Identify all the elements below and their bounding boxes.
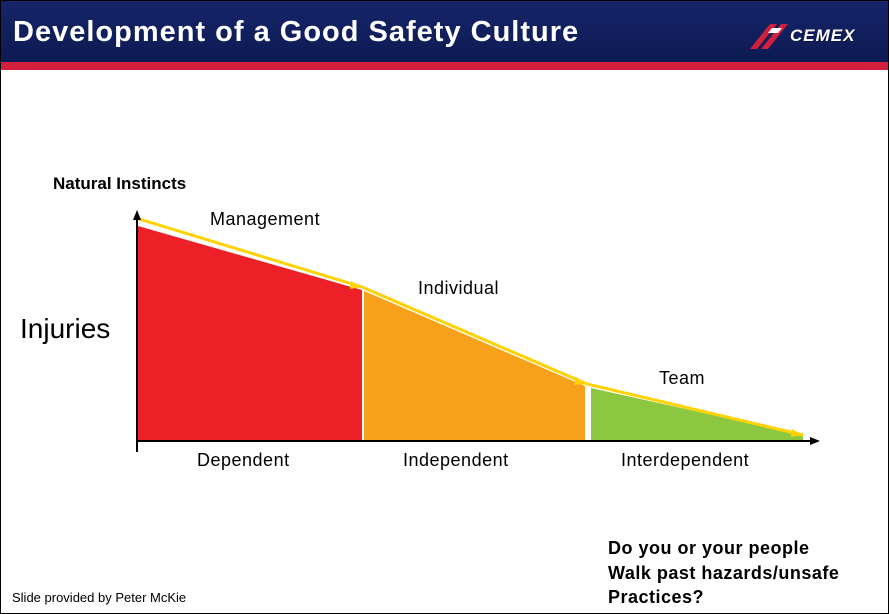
trend-line — [138, 217, 804, 437]
injuries-axis-label: Injuries — [20, 313, 111, 344]
title-bar: Development of a Good Safety Culture CEM… — [1, 1, 888, 62]
question-line-1: Do you or your people — [608, 538, 810, 558]
phase-interdependent-label: Interdependent — [621, 450, 750, 470]
phase-independent-label: Independent — [403, 450, 509, 470]
trend-arrow-3 — [791, 429, 803, 437]
cemex-logo-mark — [750, 24, 788, 49]
team-region — [591, 388, 803, 441]
trend-arrow-1 — [350, 281, 362, 289]
reflection-question: Do you or your people Walk past hazards/… — [608, 536, 839, 610]
management-region — [138, 226, 362, 441]
natural-instincts-label: Natural Instincts — [53, 174, 187, 193]
cemex-logo: CEMEX — [748, 16, 876, 52]
stage-team-label: Team — [659, 368, 706, 388]
slide-credit: Slide provided by Peter McKie — [12, 590, 187, 605]
trend-arrow-2 — [574, 377, 587, 385]
title-bar-stripe — [1, 62, 888, 70]
individual-region — [364, 291, 585, 441]
question-line-2: Walk past hazards/unsafe — [608, 562, 840, 583]
phase-dependent-label: Dependent — [197, 450, 290, 470]
x-axis-arrow — [810, 437, 820, 445]
question-line-3: Practices? — [608, 587, 705, 607]
stage-individual-label: Individual — [418, 278, 500, 298]
slide-title: Development of a Good Safety Culture — [13, 16, 580, 48]
stage-management-label: Management — [210, 209, 321, 229]
y-axis-arrow — [133, 210, 141, 220]
logo-wordmark: CEMEX — [790, 26, 856, 45]
